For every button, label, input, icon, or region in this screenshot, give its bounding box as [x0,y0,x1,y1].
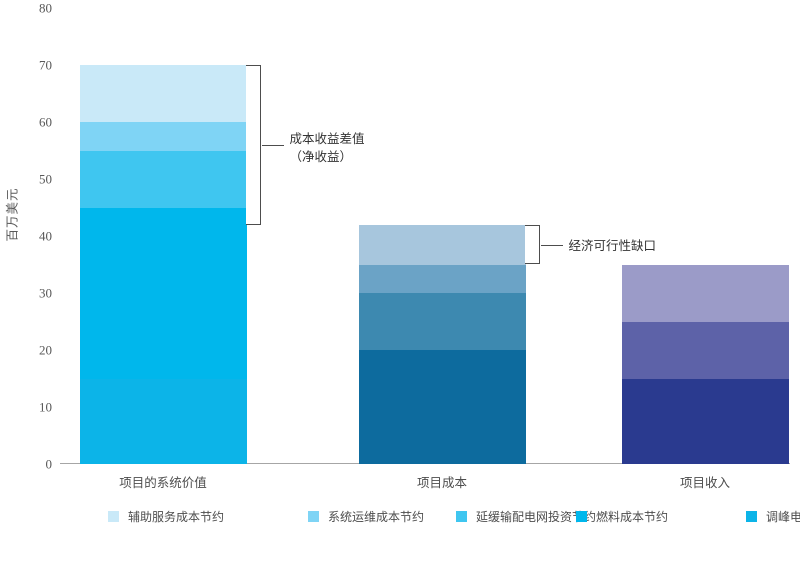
legend-swatch-icon [308,511,319,522]
y-axis-tick-label: 10 [39,399,52,415]
legend-item[interactable]: 延缓输配电网投资节约 [456,508,596,525]
legend-label: 辅助服务成本节约 [128,510,225,524]
y-axis-tick-label: 80 [39,0,52,16]
legend-item[interactable]: 系统运维成本节约 [308,508,456,525]
legend-label: 系统运维成本节约 [328,510,425,524]
annotation-label: 经济可行性缺口 [568,237,657,253]
bar-segment [621,378,789,464]
legend-item[interactable]: 调峰电厂节约 [746,508,800,525]
legend-swatch-icon [108,511,119,522]
legend-swatch-icon [576,511,587,522]
legend-label: 调峰电厂节约 [766,510,800,524]
bar-segment [79,207,247,379]
legend-item[interactable]: 辅助服务成本节约 [108,508,308,525]
bar-segment [358,264,526,293]
bar-2 [358,224,526,464]
y-axis-tick-label: 0 [45,456,53,472]
bar-segment [79,122,247,151]
y-axis-tick-label: 30 [39,285,52,301]
plot-area [60,8,790,464]
legend-label: 燃料成本节约 [596,510,669,524]
bar-segment [358,224,526,265]
annotation-label: 成本收益差值 （净收益） [289,130,365,164]
bar-segment [358,350,526,464]
bar-segment [358,293,526,350]
x-axis-label: 项目成本 [416,475,468,490]
annotation-bracket [524,224,540,265]
bar-segment [79,378,247,464]
legend-swatch-icon [746,511,757,522]
bar-segment [79,65,247,122]
annotation-bracket [245,65,261,225]
y-axis-tick-label: 50 [39,171,52,187]
y-axis-tick-label: 40 [39,228,52,244]
y-axis-ticks: 0 10 20 30 40 50 60 70 80 [0,0,52,471]
y-axis-tick-label: 60 [39,114,52,130]
chart-legend: 辅助服务成本节约系统运维成本节约延缓输配电网投资节约燃料成本节约调峰电厂节约运维… [108,506,800,527]
bar-3 [621,264,789,464]
annotation-leader-line [261,144,284,146]
legend-label: 延缓输配电网投资节约 [476,510,597,524]
x-axis-label: 项目收入 [679,475,731,490]
y-axis-title: 百万美元 [4,187,20,242]
legend-item[interactable]: 燃料成本节约 [576,508,746,525]
bar-segment [621,321,789,379]
y-axis-tick-label: 20 [39,342,52,358]
legend-swatch-icon [456,511,467,522]
x-axis-label: 项目的系统价值 [119,475,207,490]
bar-1 [79,65,247,464]
annotation-leader-line [540,244,563,246]
bar-segment [621,264,789,322]
y-axis-tick-label: 70 [39,57,52,73]
bar-segment [79,150,247,208]
